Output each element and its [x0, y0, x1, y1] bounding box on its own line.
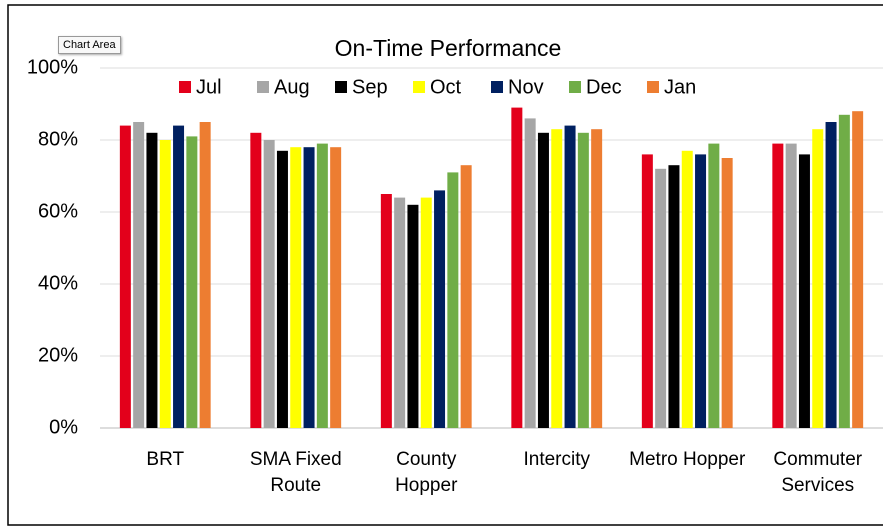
bar [852, 111, 864, 428]
bar [173, 125, 185, 428]
bar [276, 150, 288, 429]
bar [772, 143, 784, 428]
bar [407, 204, 419, 428]
bar [119, 125, 131, 428]
legend-swatch [257, 81, 269, 93]
legend-label: Aug [274, 76, 310, 98]
legend-swatch [179, 81, 191, 93]
x-tick-label: SMA Fixed Route [249, 449, 342, 496]
bar [330, 147, 342, 428]
bar [591, 129, 603, 428]
tooltip: Chart Area [58, 36, 121, 54]
x-tick-label: County Hopper [395, 449, 458, 496]
bar [785, 143, 797, 428]
legend-swatch [491, 81, 503, 93]
legend-label: Jan [664, 76, 696, 98]
bar [199, 122, 211, 428]
bar [564, 125, 576, 428]
bar [447, 172, 459, 428]
bar [434, 190, 446, 428]
x-tick-label: BRT [146, 449, 185, 470]
bar [838, 114, 850, 429]
bar [681, 150, 693, 429]
bar [798, 154, 810, 428]
bar [303, 147, 315, 428]
bar [537, 132, 549, 429]
bar [290, 147, 302, 428]
bar [825, 122, 837, 428]
legend-label: Dec [586, 76, 622, 98]
bar [655, 168, 667, 429]
chart-title: On-Time Performance [335, 35, 562, 61]
bar [380, 194, 392, 428]
bar [159, 140, 171, 428]
legend-label: Sep [352, 76, 388, 98]
bar [668, 165, 680, 428]
legend-label: Jul [196, 76, 222, 98]
y-tick-label: 100% [27, 56, 78, 78]
x-tick-label: Intercity [523, 449, 591, 470]
bar [577, 132, 589, 429]
bar [551, 129, 563, 428]
legend-swatch [569, 81, 581, 93]
y-tick-label: 20% [38, 344, 78, 366]
bar [420, 197, 432, 428]
bar [524, 118, 536, 429]
bar [721, 158, 733, 428]
bar [812, 129, 824, 428]
bar [250, 132, 262, 429]
legend-label: Nov [508, 76, 544, 98]
legend-swatch [335, 81, 347, 93]
legend-swatch [413, 81, 425, 93]
y-tick-label: 40% [38, 272, 78, 294]
bar [394, 197, 406, 428]
bar [263, 140, 275, 428]
bar [186, 136, 198, 428]
legend-label: Oct [430, 76, 462, 98]
legend-swatch [647, 81, 659, 93]
bar [511, 107, 523, 428]
x-tick-label: Metro Hopper [629, 449, 746, 470]
bar [641, 154, 653, 428]
y-tick-label: 80% [38, 128, 78, 150]
x-tick-label: Commuter Services [773, 449, 863, 496]
bar [460, 165, 472, 428]
bar [708, 143, 720, 428]
bar [133, 122, 145, 428]
y-tick-label: 60% [38, 200, 78, 222]
bar [695, 154, 707, 428]
y-tick-label: 0% [49, 416, 78, 438]
bar [146, 132, 158, 429]
bar [316, 143, 328, 428]
